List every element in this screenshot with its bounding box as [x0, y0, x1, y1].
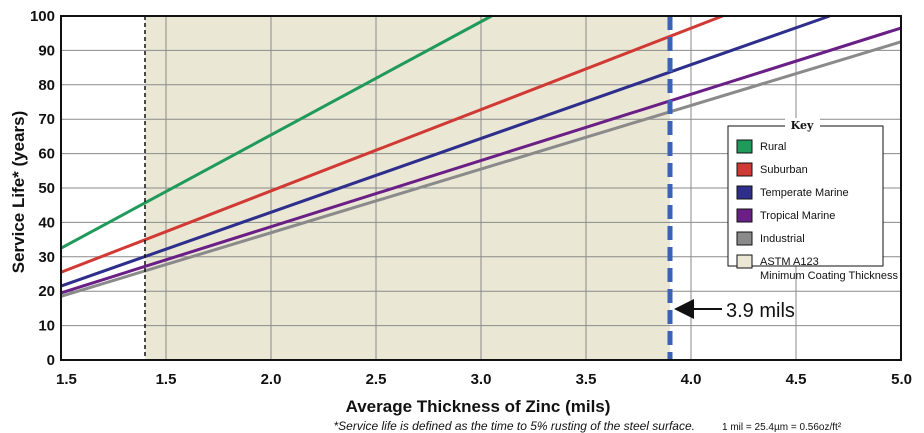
y-tick-label: 70	[38, 111, 55, 128]
series-line-tropical-marine	[60, 26, 902, 295]
legend-item: Tropical Marine	[736, 208, 835, 223]
legend: Key Rural Suburban Temperate Marine Tropica…	[727, 118, 898, 282]
y-axis-title: Service Life* (years)	[9, 111, 28, 274]
plot-frame	[60, 15, 902, 361]
legend-swatch	[736, 231, 753, 246]
y-tick-label: 30	[38, 249, 55, 266]
x-tick-label: 3.5	[576, 371, 597, 388]
legend-item: Suburban	[736, 162, 808, 177]
x-tick-label: 1.5	[156, 371, 177, 388]
y-tick-label: 0	[47, 352, 55, 369]
callout-3-9-mils: 3.9 mils	[674, 299, 795, 322]
legend-swatch	[736, 162, 753, 177]
legend-box	[727, 125, 884, 267]
legend-item: Rural	[736, 139, 786, 154]
x-tick-labels: 1.5 1.5 2.0 2.5 3.0 3.5 4.0 4.5 5.0	[56, 371, 912, 388]
legend-item: Industrial	[736, 231, 805, 246]
y-tick-label: 80	[38, 77, 55, 94]
series-line-industrial	[60, 40, 902, 298]
y-tick-label: 90	[38, 42, 55, 59]
reference-lines	[144, 16, 673, 360]
legend-swatch	[736, 185, 753, 200]
y-tick-label: 100	[30, 8, 55, 25]
callout-label: 3.9 mils	[726, 300, 795, 322]
legend-swatch	[736, 208, 753, 223]
footnote: *Service life is defined as the time to …	[333, 419, 695, 433]
legend-label: Tropical Marine	[760, 210, 835, 222]
y-tick-label: 20	[38, 283, 55, 300]
legend-label: Temperate Marine	[760, 187, 849, 199]
series-line-rural	[60, 14, 493, 250]
series-lines	[60, 14, 902, 298]
y-tick-label: 10	[38, 318, 55, 335]
x-tick-label: 4.0	[681, 371, 702, 388]
legend-swatch	[736, 254, 753, 269]
x-axis-title: Average Thickness of Zinc (mils)	[346, 397, 611, 416]
series-line-suburban	[60, 14, 724, 274]
legend-item: Temperate Marine	[736, 185, 849, 200]
legend-swatch	[736, 139, 753, 154]
legend-label: Rural	[760, 141, 786, 153]
unit-conversion-note: 1 mil = 25.4µm = 0.56oz/ft²	[722, 422, 842, 433]
x-tick-label: 4.5	[786, 371, 807, 388]
x-tick-label: 1.5	[56, 371, 77, 388]
legend-item: ASTM A123 Minimum Coating Thickness	[736, 254, 898, 282]
y-tick-label: 40	[38, 214, 55, 231]
legend-title: Key	[791, 119, 814, 132]
legend-label: Industrial	[760, 233, 805, 245]
x-tick-label: 2.5	[366, 371, 387, 388]
legend-label: ASTM A123 Minimum Coating Thickness	[760, 256, 898, 282]
x-tick-label: 3.0	[471, 371, 492, 388]
x-tick-label: 5.0	[891, 371, 912, 388]
y-tick-label: 60	[38, 146, 55, 163]
x-tick-label: 2.0	[261, 371, 282, 388]
y-tick-labels: 0 10 20 30 40 50 60 70 80 90 100	[30, 8, 55, 369]
y-tick-label: 50	[38, 180, 55, 197]
series-line-temperate-marine	[60, 14, 831, 288]
legend-label: Suburban	[760, 164, 808, 176]
